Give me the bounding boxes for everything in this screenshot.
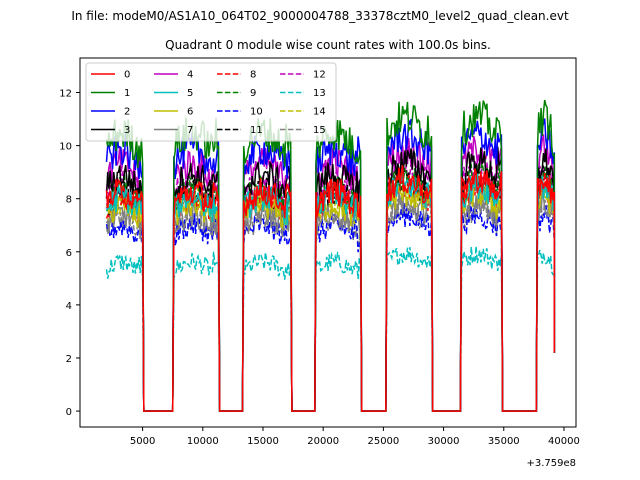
legend-label-6: 6 [187, 107, 193, 118]
legend-label-2: 2 [124, 107, 130, 118]
legend-label-9: 9 [250, 88, 256, 99]
x-tick-label: 10000 [187, 436, 219, 447]
legend-label-3: 3 [124, 125, 130, 136]
legend-label-7: 7 [187, 125, 193, 136]
x-tick-label: 20000 [307, 436, 339, 447]
chart-title: Quadrant 0 module wise count rates with … [165, 38, 491, 52]
x-tick-label: 25000 [367, 436, 399, 447]
x-tick-label: 5000 [130, 436, 155, 447]
series-line-12 [105, 158, 556, 412]
x-offset-label: +3.759e8 [526, 458, 576, 469]
legend-label-10: 10 [250, 107, 263, 118]
x-tick-label: 30000 [428, 436, 460, 447]
legend-label-12: 12 [313, 70, 326, 81]
legend-box [85, 62, 337, 142]
legend-label-15: 15 [313, 125, 326, 136]
series-line-13 [105, 246, 556, 412]
legend-label-8: 8 [250, 70, 256, 81]
series-layer [105, 99, 556, 412]
series-line-7 [105, 190, 556, 412]
y-tick-label: 2 [66, 354, 72, 365]
legend-label-11: 11 [250, 125, 263, 136]
x-tick-label: 40000 [548, 436, 580, 447]
y-tick-label: 8 [66, 195, 72, 206]
series-line-2 [105, 118, 556, 412]
series-line-0 [105, 164, 556, 412]
y-tick-label: 4 [66, 301, 72, 312]
y-tick-label: 6 [66, 248, 72, 259]
x-tick-label: 15000 [247, 436, 279, 447]
axes-layer: 5000 10000 15000 20000 25000 30000 35000 40000 0… [59, 89, 580, 447]
plot-frame [79, 57, 577, 428]
legend-label-0: 0 [124, 70, 130, 81]
chart-suptitle: In file: modeM0/AS1A10_064T02_9000004788… [71, 9, 569, 23]
legend-label-13: 13 [313, 88, 326, 99]
legend-label-4: 4 [187, 70, 193, 81]
x-tick-label: 35000 [488, 436, 520, 447]
y-tick-label: 0 [66, 407, 72, 418]
series-line-3 [105, 146, 556, 412]
y-tick-label: 12 [59, 89, 72, 100]
y-tick-label: 10 [59, 142, 72, 153]
legend-label-5: 5 [187, 88, 193, 99]
series-line-6 [105, 180, 556, 412]
legend-label-1: 1 [124, 88, 130, 99]
legend-label-14: 14 [313, 107, 326, 118]
